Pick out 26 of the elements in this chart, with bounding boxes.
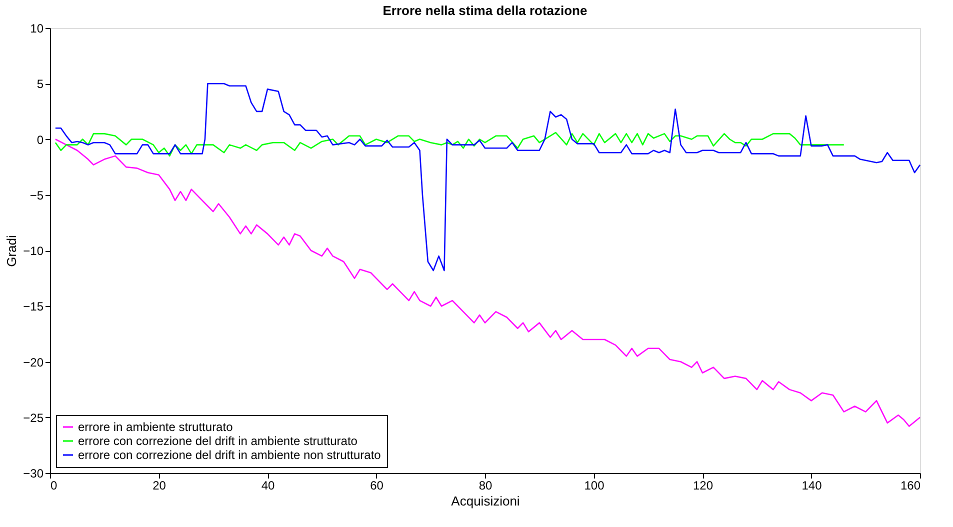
y-tick-label: −10	[23, 244, 44, 258]
x-tick-label: 0	[50, 478, 58, 492]
x-tick-label: 60	[370, 478, 384, 492]
y-tick-label: −5	[30, 188, 44, 202]
legend-label: errore con correzione del drift in ambiente strutturato	[78, 434, 358, 448]
x-tick-label: 120	[692, 478, 714, 492]
x-tick-label: 20	[152, 478, 166, 492]
y-axis-title: Gradi	[4, 235, 20, 267]
y-tick-label: −30	[23, 466, 44, 480]
legend-label: errore in ambiente strutturato	[78, 420, 234, 434]
y-tick-label: 10	[30, 22, 44, 36]
line-series	[54, 82, 921, 272]
x-axis-title: Acquisizioni	[451, 494, 520, 508]
legend-label: errore con correzione del drift in ambiente non strutturato	[78, 448, 382, 462]
x-tick-label: 80	[478, 478, 492, 492]
x-tick-label: 40	[261, 478, 275, 492]
y-tick-label: 5	[36, 77, 44, 92]
chart-title: Errore nella stima della rotazione	[382, 3, 588, 18]
x-tick-label: 100	[584, 478, 605, 492]
y-tick-label: −15	[23, 300, 44, 314]
y-tick-label: −20	[23, 355, 44, 370]
y-tick-label: −25	[23, 410, 44, 425]
y-tick-label: 0	[36, 132, 44, 147]
x-tick-label: 140	[802, 478, 822, 492]
x-tick-label: 160	[900, 478, 921, 492]
line-series	[54, 132, 845, 157]
